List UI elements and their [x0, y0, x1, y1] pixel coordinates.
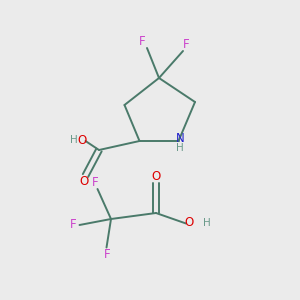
Text: H: H [176, 142, 184, 153]
Text: F: F [183, 38, 189, 51]
Text: H: H [202, 218, 210, 228]
Text: N: N [176, 131, 184, 145]
Text: F: F [104, 248, 110, 261]
Text: F: F [139, 35, 146, 48]
Text: O: O [152, 170, 160, 183]
Text: O: O [78, 134, 87, 147]
Text: O: O [80, 175, 88, 188]
Text: O: O [184, 216, 194, 229]
Text: H: H [70, 135, 78, 145]
Text: F: F [70, 218, 76, 232]
Text: F: F [92, 176, 98, 189]
